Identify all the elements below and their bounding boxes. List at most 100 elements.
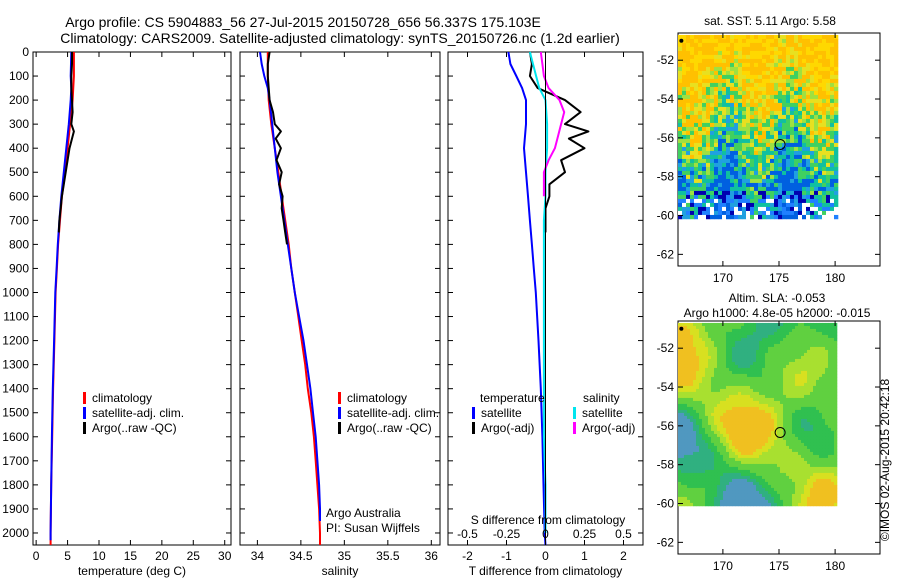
sst-cell xyxy=(690,214,695,220)
sst-cell xyxy=(826,138,831,144)
sla-cell xyxy=(708,403,712,408)
map-y-tick-label: -60 xyxy=(657,209,675,223)
sst-cell xyxy=(798,110,803,116)
sla-cell xyxy=(729,424,733,429)
sst-cell xyxy=(738,110,743,116)
x-axis-label: salinity xyxy=(322,564,359,578)
sst-cell xyxy=(794,78,799,84)
sla-cell xyxy=(744,337,748,342)
sst-cell xyxy=(746,114,751,120)
sst-cell xyxy=(774,106,779,112)
sla-cell xyxy=(735,403,739,408)
sst-cell xyxy=(770,62,775,68)
sst-cell xyxy=(682,206,687,212)
sla-cell xyxy=(747,442,751,447)
sst-cell xyxy=(834,202,839,208)
sla-cell xyxy=(825,433,829,438)
sst-cell xyxy=(766,146,771,152)
sst-cell xyxy=(822,138,827,144)
sla-cell xyxy=(714,433,718,438)
sst-cell xyxy=(834,126,839,132)
sla-cell xyxy=(753,385,757,390)
sla-cell xyxy=(819,457,823,462)
sst-cell xyxy=(778,142,783,148)
sst-cell xyxy=(822,122,827,128)
sla-cell xyxy=(774,445,778,450)
sla-cell xyxy=(735,382,739,387)
sst-cell xyxy=(766,46,771,52)
sst-cell xyxy=(742,178,747,184)
sla-cell xyxy=(747,391,751,396)
sst-cell xyxy=(714,122,719,128)
sla-cell xyxy=(747,328,751,333)
sst-cell xyxy=(810,50,815,56)
sst-cell xyxy=(738,86,743,92)
sla-cell xyxy=(690,331,694,336)
sst-cell xyxy=(770,70,775,76)
sst-cell xyxy=(770,106,775,112)
sla-cell xyxy=(681,472,685,477)
sla-cell xyxy=(828,370,832,375)
sla-cell xyxy=(723,466,727,471)
sla-cell xyxy=(834,442,838,447)
sst-cell xyxy=(826,206,831,212)
sla-cell xyxy=(786,454,790,459)
sla-cell xyxy=(747,436,751,441)
sla-cell xyxy=(816,352,820,357)
y-tick-label: 600 xyxy=(9,189,29,203)
sst-cell xyxy=(790,70,795,76)
sst-cell xyxy=(746,126,751,132)
sst-cell xyxy=(718,118,723,124)
sst-cell xyxy=(686,34,691,40)
sst-cell xyxy=(698,202,703,208)
sst-cell xyxy=(826,174,831,180)
sst-cell xyxy=(766,182,771,188)
sla-cell xyxy=(822,379,826,384)
sla-cell xyxy=(777,445,781,450)
sla-cell xyxy=(780,448,784,453)
sla-cell xyxy=(681,388,685,393)
sst-cell xyxy=(730,206,735,212)
sst-cell xyxy=(722,102,727,108)
sla-cell xyxy=(801,481,805,486)
sla-cell xyxy=(690,424,694,429)
sla-cell xyxy=(732,421,736,426)
sla-cell xyxy=(729,472,733,477)
sst-cell xyxy=(830,174,835,180)
sst-cell xyxy=(710,66,715,72)
sla-cell xyxy=(699,448,703,453)
sla-cell xyxy=(702,469,706,474)
sla-cell xyxy=(720,379,724,384)
sla-cell xyxy=(780,460,784,465)
sla-cell xyxy=(822,421,826,426)
sla-cell xyxy=(765,415,769,420)
sla-cell xyxy=(810,388,814,393)
sla-cell xyxy=(831,424,835,429)
sst-cell xyxy=(746,154,751,160)
sst-cell xyxy=(794,34,799,40)
sst-cell xyxy=(738,42,743,48)
sst-cell xyxy=(834,194,839,200)
sla-cell xyxy=(804,454,808,459)
sst-cell xyxy=(798,94,803,100)
sla-cell xyxy=(681,466,685,471)
sla-cell xyxy=(825,418,829,423)
sla-cell xyxy=(714,442,718,447)
sla-cell xyxy=(801,436,805,441)
sst-cell xyxy=(834,170,839,176)
sla-cell xyxy=(687,364,691,369)
y-tick-label: 100 xyxy=(9,69,29,83)
sst-cell xyxy=(782,34,787,40)
sla-cell xyxy=(777,433,781,438)
sst-cell xyxy=(710,50,715,56)
sst-cell xyxy=(698,190,703,196)
sst-cell xyxy=(762,86,767,92)
sla-cell xyxy=(753,397,757,402)
sla-cell xyxy=(744,430,748,435)
sla-cell xyxy=(768,427,772,432)
sla-cell xyxy=(804,466,808,471)
sla-cell xyxy=(696,433,700,438)
sla-cell xyxy=(771,406,775,411)
sla-cell xyxy=(801,454,805,459)
sla-cell xyxy=(696,475,700,480)
